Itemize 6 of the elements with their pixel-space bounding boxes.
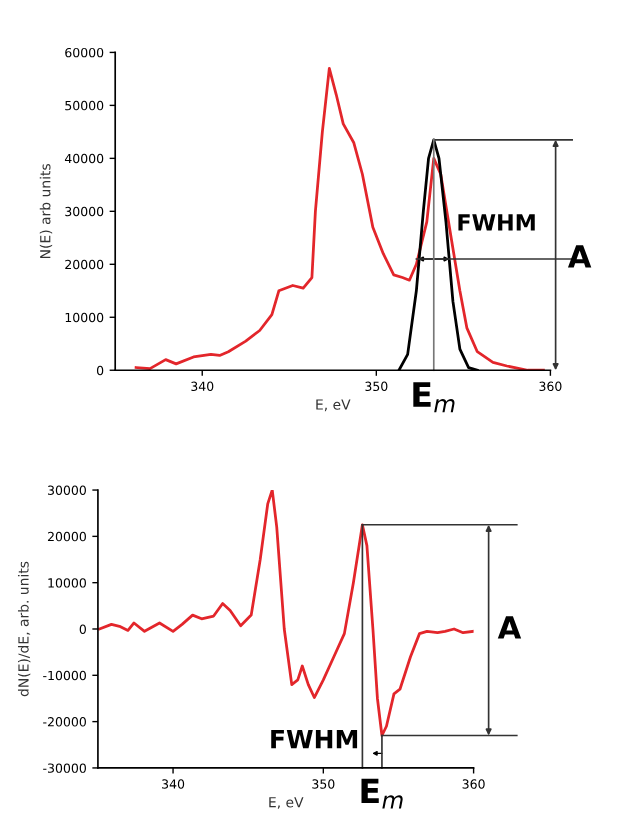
text: A (567, 245, 592, 268)
text: A (497, 616, 522, 639)
annotation: FWHM (458, 214, 535, 231)
text: E$_{m}$ (413, 382, 455, 413)
text: E$_{m}$ (361, 778, 403, 809)
annotation: FWHM (271, 729, 358, 749)
